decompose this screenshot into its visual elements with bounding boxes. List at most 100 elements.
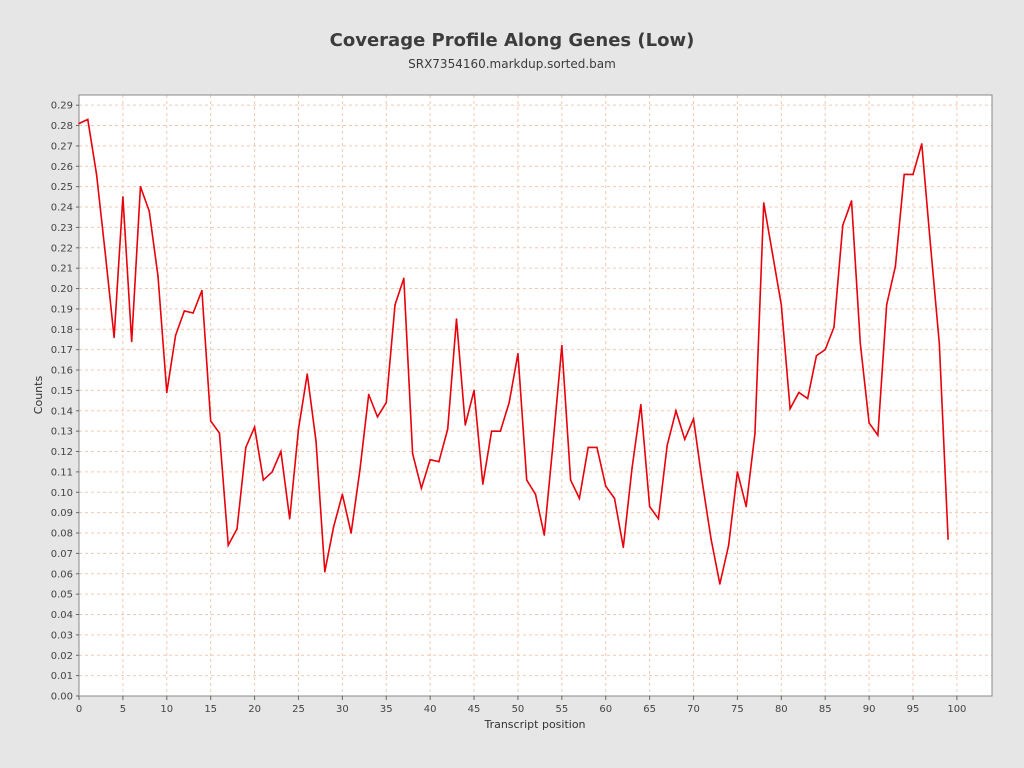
data-point [587,446,589,449]
x-tick-label: 25 [292,704,305,715]
x-tick-label: 85 [819,704,832,715]
y-tick-label: 0.14 [51,406,73,417]
x-tick-label: 70 [687,704,700,715]
y-tick-label: 0.28 [51,121,73,132]
y-tick-label: 0.13 [51,427,73,438]
chart-subtitle: SRX7354160.markdup.sorted.bam [408,57,616,71]
data-point [183,310,186,312]
chart-title: Coverage Profile Along Genes (Low) [329,30,695,51]
x-axis-label: Transcript position [483,718,585,731]
data-point [508,401,510,404]
y-tick-label: 0.27 [51,141,73,152]
data-point [692,418,695,420]
y-tick-label: 0.10 [51,488,73,499]
x-tick-label: 65 [643,704,656,715]
data-point [885,304,888,306]
y-tick-label: 0.09 [51,508,73,519]
y-tick-label: 0.26 [51,162,73,173]
data-point [596,446,598,449]
data-point [543,534,546,536]
y-tick-label: 0.19 [51,304,73,315]
axes: 0.00 0.01 0.02 0.03 0.04 0.05 0.06 0.07 0.08 0.09… [51,101,967,715]
x-tick-label: 5 [120,704,126,715]
data-point [359,469,361,471]
data-point [78,122,80,125]
data-point [376,416,379,418]
x-tick-label: 35 [380,704,393,715]
data-point [482,483,484,485]
data-point [130,340,133,343]
data-point [850,200,853,202]
data-point [780,304,783,306]
data-point [833,326,835,329]
data-point [561,344,563,347]
data-point [806,397,809,400]
data-point [604,485,607,487]
data-point [569,479,572,481]
data-point [165,391,168,394]
data-point [288,517,291,520]
data-point [104,253,107,255]
x-tick-label: 15 [204,704,217,715]
data-point [86,118,89,121]
y-tick-label: 0.01 [51,671,73,682]
data-point [394,304,396,306]
y-tick-label: 0.12 [51,447,73,458]
data-point [894,265,897,267]
series-layer [78,118,949,585]
data-point [877,434,879,437]
data-point [324,570,326,573]
data-point [736,471,739,473]
data-point [771,253,774,255]
x-tick-label: 60 [599,704,612,715]
x-tick-label: 0 [76,704,82,715]
y-tick-label: 0.05 [51,590,73,601]
data-point [297,428,300,430]
y-tick-label: 0.23 [51,223,73,234]
data-point [455,318,458,320]
data-point [824,348,827,351]
data-point [719,583,721,585]
data-point [762,202,765,204]
data-point [648,505,651,508]
data-point [534,493,537,496]
data-point [271,471,273,473]
data-point [745,505,747,508]
data-point [420,487,423,489]
y-tick-label: 0.29 [51,101,73,112]
data-point [666,444,668,447]
data-point [438,460,440,463]
data-point [122,196,124,198]
y-tick-label: 0.07 [51,549,73,560]
y-tick-label: 0.20 [51,284,73,295]
data-point [218,432,221,434]
x-tick-label: 100 [947,704,966,715]
data-point [938,342,941,345]
data-point [350,532,352,534]
data-point [446,428,449,430]
data-point [912,173,914,176]
data-point [403,277,405,280]
x-tick-label: 20 [248,704,261,715]
y-tick-label: 0.02 [51,651,73,662]
x-tick-label: 50 [512,704,525,715]
data-point [236,528,238,530]
data-point [920,143,923,145]
data-point [517,352,519,355]
data-point [385,401,388,404]
data-point [411,452,414,455]
data-point [683,438,686,441]
x-tick-label: 30 [336,704,349,715]
data-point [727,544,730,547]
data-point [227,544,230,547]
data-point [490,430,493,432]
data-point [306,373,309,375]
data-point [815,354,818,357]
data-point [710,538,712,540]
data-point [640,403,642,406]
data-point [903,173,906,176]
y-tick-label: 0.24 [51,203,73,214]
data-point [631,467,633,469]
data-point [552,442,554,445]
